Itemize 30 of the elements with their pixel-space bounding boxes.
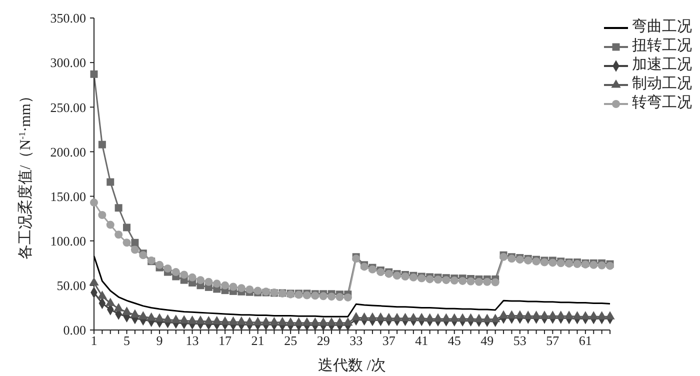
x-tick-label: 21 — [251, 333, 264, 348]
legend-label: 弯曲工况 — [632, 18, 692, 37]
x-tick-label: 37 — [382, 333, 396, 348]
y-tick-label: 200.00 — [50, 144, 86, 160]
y-tick-label: 250.00 — [50, 100, 86, 115]
x-tick-label: 45 — [448, 333, 461, 348]
legend-label: 制动工况 — [632, 75, 692, 94]
y-tick-label: 100.00 — [50, 233, 86, 248]
y-tick-label: 150.00 — [50, 188, 86, 204]
x-tick-label: 57 — [546, 333, 560, 348]
x-tick-label: 61 — [578, 333, 592, 348]
x-tick-label: 33 — [350, 333, 363, 348]
x-axis-title: 迭代数 /次 — [318, 357, 386, 374]
legend-label: 扭转工况 — [632, 37, 692, 56]
y-tick-label: 50.00 — [56, 278, 86, 294]
y-tick-label: 350.00 — [50, 10, 86, 26]
x-tick-label: 41 — [415, 333, 428, 348]
x-tick-label: 49 — [480, 333, 494, 348]
x-tick-label: 17 — [218, 333, 232, 348]
x-tick-label: 1 — [90, 333, 98, 348]
x-tick-label: 25 — [284, 333, 298, 348]
legend-label: 加速工况 — [632, 56, 692, 75]
x-tick-label: 5 — [124, 333, 130, 348]
x-tick-label: 29 — [316, 333, 330, 348]
x-tick-label: 9 — [156, 333, 163, 348]
legend-label: 转弯工况 — [632, 94, 692, 113]
y-tick-label: 300.00 — [50, 55, 86, 70]
y-tick-label: 0.00 — [63, 322, 86, 338]
x-tick-label: 53 — [513, 333, 526, 348]
x-tick-label: 13 — [186, 333, 199, 348]
